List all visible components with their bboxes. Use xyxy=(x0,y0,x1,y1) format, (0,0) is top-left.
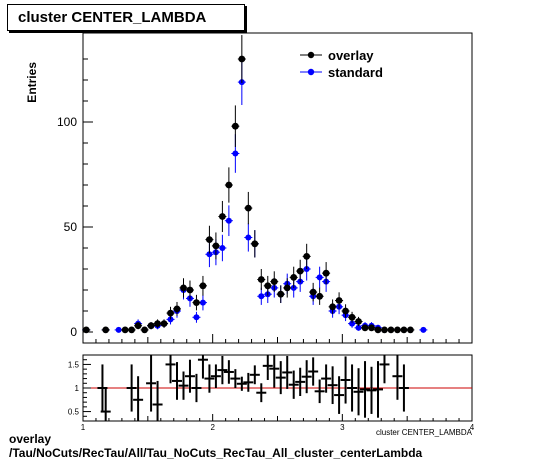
main-y-axis-label: Entries xyxy=(25,62,39,103)
overlay-point xyxy=(355,318,362,325)
ratio-x-axis-label: cluster CENTER_LAMBDA xyxy=(376,428,473,437)
ratio-series xyxy=(97,355,409,421)
footer-line-1: overlay xyxy=(9,432,52,446)
ratio-x-tick-label: 3 xyxy=(340,423,345,432)
overlay-point xyxy=(160,320,168,327)
standard-point xyxy=(245,234,252,241)
overlay-point xyxy=(264,282,272,290)
overlay-point xyxy=(128,326,136,334)
overlay-point xyxy=(270,278,278,285)
overlay-point xyxy=(277,290,285,298)
ratio-y-tick-label: 1 xyxy=(75,384,80,393)
ratio-x-tick-label: 4 xyxy=(470,423,475,432)
overlay-point xyxy=(199,282,207,290)
overlay-point xyxy=(342,307,349,315)
standard-point xyxy=(219,245,226,251)
overlay-point xyxy=(154,320,161,327)
legend-marker-standard xyxy=(307,68,315,76)
standard-point xyxy=(316,274,323,281)
overlay-point xyxy=(283,284,291,292)
overlay-point xyxy=(296,267,304,275)
standard-point xyxy=(115,326,122,333)
overlay-point xyxy=(121,326,129,334)
footer-text: overlay /Tau/NoCuts/RecTau/All/Tau_NoCut… xyxy=(9,432,422,460)
ratio-y-tick-label: 0.5 xyxy=(68,408,80,417)
overlay-point xyxy=(309,288,317,296)
series-overlay xyxy=(82,35,415,334)
legend-label-overlay: overlay xyxy=(328,48,374,63)
overlay-point xyxy=(361,324,369,332)
overlay-point xyxy=(238,55,246,63)
ratio-y-tick-label: 1.5 xyxy=(68,360,80,369)
overlay-point xyxy=(374,326,382,334)
overlay-point xyxy=(193,299,200,306)
standard-point xyxy=(232,150,239,157)
overlay-point xyxy=(102,326,110,334)
main-y-tick-label: 0 xyxy=(70,325,77,339)
overlay-point xyxy=(212,242,220,250)
overlay-point xyxy=(394,326,401,334)
overlay-point xyxy=(134,322,142,330)
standard-point xyxy=(206,251,213,258)
overlay-point xyxy=(82,326,90,334)
legend-marker-overlay xyxy=(307,51,315,59)
overlay-point xyxy=(251,240,259,248)
ratio-x-tick-label: 2 xyxy=(210,423,215,432)
overlay-point xyxy=(303,253,311,260)
standard-point xyxy=(193,314,200,321)
standard-point xyxy=(355,324,362,331)
overlay-point xyxy=(316,292,324,300)
overlay-point xyxy=(348,313,356,321)
standard-point xyxy=(258,293,265,300)
main-y-tick-label: 100 xyxy=(57,115,77,129)
overlay-point xyxy=(290,274,298,281)
overlay-point xyxy=(407,326,414,334)
overlay-point xyxy=(231,122,239,130)
overlay-point xyxy=(329,303,337,311)
overlay-point xyxy=(218,213,226,220)
overlay-point xyxy=(186,286,194,294)
standard-point xyxy=(349,320,356,327)
overlay-point xyxy=(322,269,330,277)
standard-point xyxy=(199,299,206,306)
main-plot-frame xyxy=(82,32,473,344)
overlay-point xyxy=(180,284,187,292)
title-box: cluster CENTER_LAMBDA xyxy=(7,4,245,31)
overlay-point xyxy=(387,326,395,334)
overlay-point xyxy=(400,326,408,334)
legend-label-standard: standard xyxy=(328,65,383,80)
standard-point xyxy=(420,326,427,333)
overlay-point xyxy=(147,322,155,330)
chart-title: cluster CENTER_LAMBDA xyxy=(18,9,207,26)
overlay-point xyxy=(173,305,181,313)
ratio-x-tick-label: 1 xyxy=(81,423,86,432)
overlay-point xyxy=(381,326,388,334)
overlay-point xyxy=(206,236,213,244)
standard-point xyxy=(225,217,232,224)
overlay-point xyxy=(368,324,375,332)
overlay-point xyxy=(335,297,343,304)
overlay-point xyxy=(141,326,148,334)
overlay-point xyxy=(167,309,174,317)
overlay-point xyxy=(225,181,233,189)
overlay-point xyxy=(257,276,265,283)
overlay-point xyxy=(244,204,252,212)
main-y-tick-label: 50 xyxy=(64,220,78,234)
footer-line-2: /Tau/NoCuts/RecTau/All/Tau_NoCuts_RecTau… xyxy=(9,446,423,460)
